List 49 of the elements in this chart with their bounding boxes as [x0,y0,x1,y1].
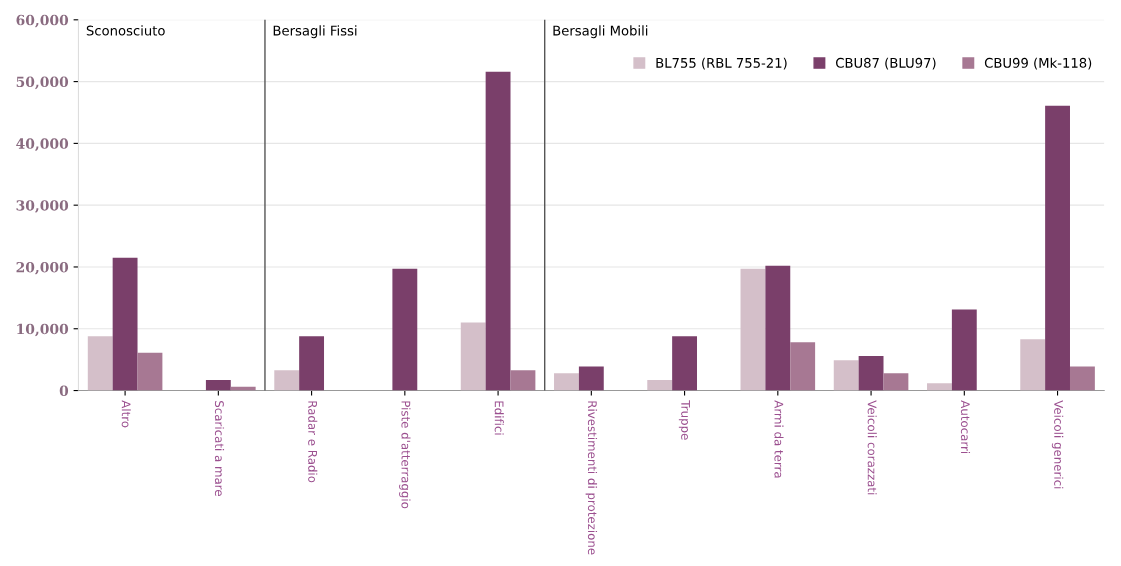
x-tick-label: Piste d'atterraggio [399,401,411,509]
bar [790,342,816,391]
bar [510,370,536,391]
y-tick-label: 40,000 [16,138,69,151]
bar [833,360,859,391]
bar [927,383,952,391]
annotation: Bersagli Mobili [553,25,648,39]
y-tick-label: 30,000 [16,200,69,213]
legend-label: CBU99 (Mk-118) [984,57,1092,70]
bar [460,322,486,391]
y-tick-label: 20,000 [16,261,69,275]
bar [858,355,884,391]
y-tick-label: 60,000 [16,14,69,28]
bar [672,336,698,391]
x-tick-label: Veicoli generici [1051,400,1064,489]
bar [1069,366,1095,391]
x-tick-label: Rivestimenti di protezione [585,401,598,555]
bar [485,71,511,391]
bar [299,336,325,391]
legend-label: BL755 (RBL 755-21) [656,57,787,70]
bar [647,380,673,391]
annotation: Bersagli Fissi [273,25,357,39]
bar [951,309,977,391]
x-tick-label: Veicoli corazzati [867,400,877,495]
bar [112,257,138,391]
bar [274,370,300,391]
x-tick-label: Armi da terra [774,400,784,478]
bar [765,265,791,391]
bar [554,373,579,391]
x-tick-label: Altro [121,400,131,428]
x-tick-label: Radar e Radio [308,401,318,483]
bar [1045,105,1070,391]
annotation: Sconosciuto [86,25,165,36]
x-tick-label: Truppe [678,400,690,440]
x-tick-label: Scaricati a mare [214,401,225,496]
bar [740,268,766,391]
legend-label: CBU87 (BLU97) [835,57,936,70]
bar [87,336,113,391]
bar [1020,339,1046,391]
bar [578,366,604,391]
y-tick-label: 0 [59,385,69,397]
x-tick-label: Autocarri [960,400,971,454]
y-tick-label: 10,000 [17,323,69,337]
y-tick-label: 50,000 [16,76,69,90]
bar [883,373,909,391]
bar [205,380,231,391]
x-tick-label: Edifici [494,401,504,435]
bar [392,268,418,391]
bar [137,352,163,391]
